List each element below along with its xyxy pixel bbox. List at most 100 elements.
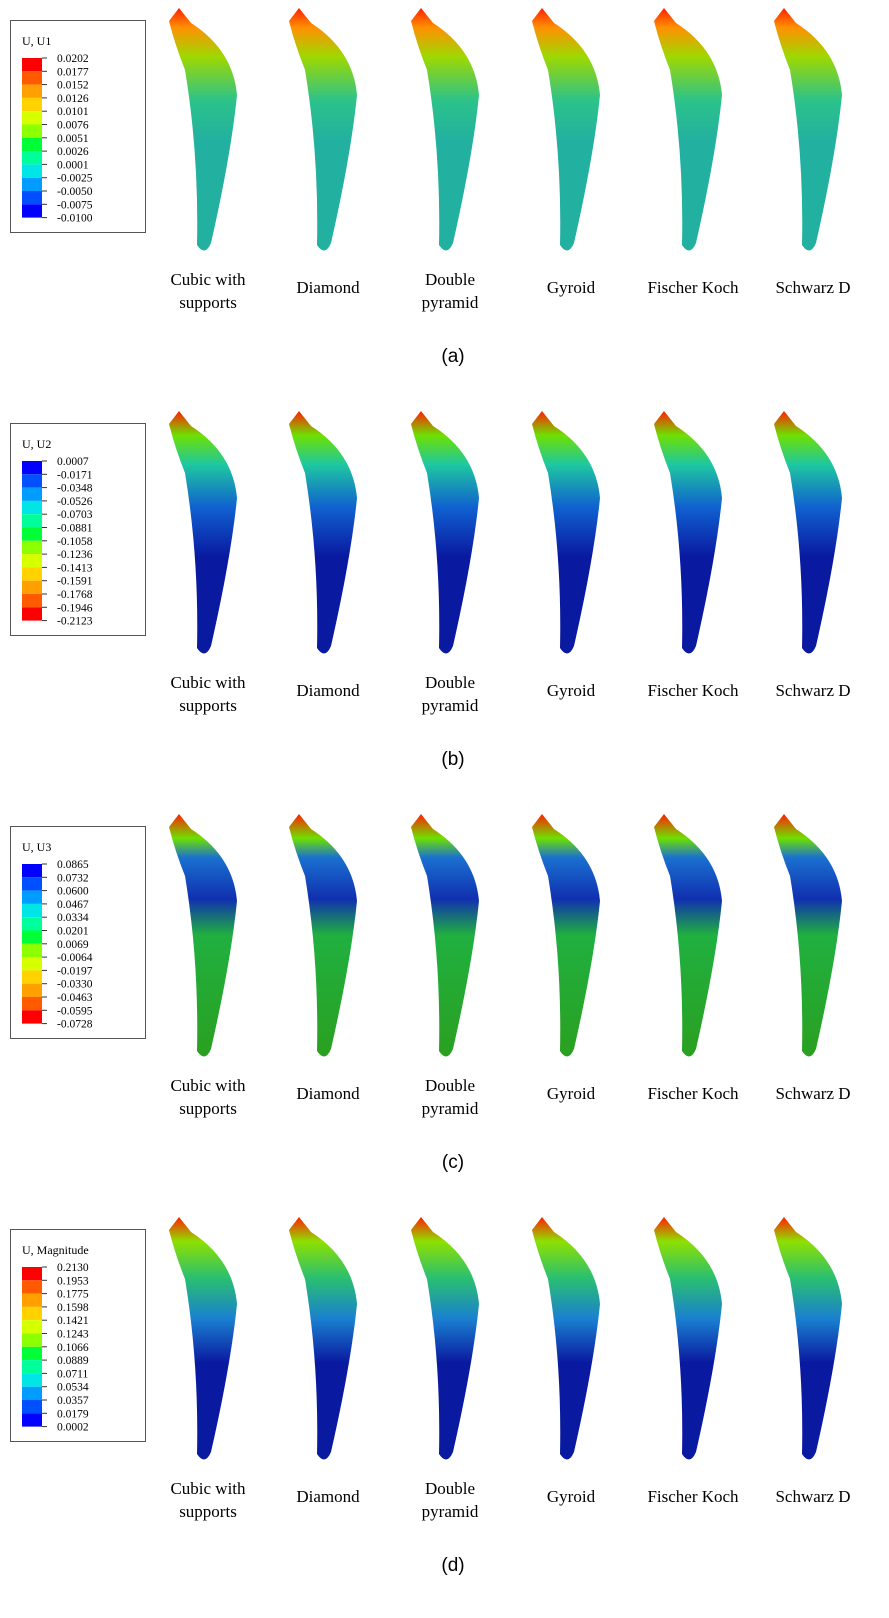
- panel-caption: (c): [442, 1152, 464, 1173]
- legend-swatch: [22, 984, 42, 997]
- legend-title: U, U3: [22, 840, 51, 854]
- legend-swatch: [22, 957, 42, 970]
- legend-value: -0.0100: [57, 213, 93, 225]
- legend-swatch: [22, 931, 42, 944]
- legend-value: -0.1236: [57, 549, 93, 561]
- legend-value: 0.0865: [57, 859, 89, 871]
- legend-value: -0.1768: [57, 589, 93, 601]
- legend-swatch: [22, 474, 42, 487]
- legend-swatch: [22, 1347, 42, 1360]
- implant-model: [654, 411, 722, 654]
- legend-swatch: [22, 1387, 42, 1400]
- implant-model: [654, 8, 722, 251]
- legend-value: -0.1591: [57, 576, 93, 588]
- legend-swatch: [22, 904, 42, 917]
- column-label: Gyroid: [547, 1084, 596, 1103]
- column-label: Diamond: [296, 1487, 360, 1506]
- legend-swatch: [22, 85, 42, 98]
- panel-caption: (a): [441, 346, 464, 367]
- legend-value: 0.1421: [57, 1315, 89, 1327]
- legend-swatch: [22, 1280, 42, 1293]
- legend-value: -0.0075: [57, 199, 93, 211]
- legend-swatch: [22, 877, 42, 890]
- column-label: Schwarz D: [775, 1487, 850, 1506]
- legend-swatch: [22, 970, 42, 983]
- implant-model: [411, 814, 479, 1057]
- legend-value: 0.0051: [57, 133, 89, 145]
- legend-value: -0.2123: [57, 616, 93, 628]
- legend-value: 0.0357: [57, 1395, 89, 1407]
- implant-model: [169, 411, 237, 654]
- legend-value: 0.0069: [57, 939, 89, 951]
- implant-model: [289, 1217, 357, 1460]
- column-label: pyramid: [422, 696, 479, 715]
- legend-title: U, Magnitude: [22, 1243, 89, 1257]
- implant-model: [654, 814, 722, 1057]
- column-label: Fischer Koch: [647, 278, 739, 297]
- column-label: Diamond: [296, 681, 360, 700]
- legend-swatch: [22, 461, 42, 474]
- implant-model: [169, 1217, 237, 1460]
- legend-value: 0.0711: [57, 1368, 88, 1380]
- legend-swatch: [22, 567, 42, 580]
- legend-value: -0.1413: [57, 562, 93, 574]
- legend-value: -0.1058: [57, 536, 93, 548]
- implant-model: [532, 814, 600, 1057]
- legend-swatch: [22, 1010, 42, 1023]
- legend-value: 0.0201: [57, 926, 89, 938]
- column-label: Fischer Koch: [647, 1487, 739, 1506]
- legend-value: 0.0002: [57, 1422, 89, 1434]
- column-label: Gyroid: [547, 1487, 596, 1506]
- legend-swatch: [22, 71, 42, 84]
- legend-swatch: [22, 125, 42, 138]
- legend-value: 0.0889: [57, 1355, 89, 1367]
- legend-value: 0.0732: [57, 872, 89, 884]
- legend-value: 0.1243: [57, 1329, 89, 1341]
- legend-value: -0.0703: [57, 509, 93, 521]
- legend-swatch: [22, 1334, 42, 1347]
- legend-swatch: [22, 1373, 42, 1386]
- panel-caption: (b): [441, 749, 464, 770]
- implant-model: [289, 8, 357, 251]
- legend-swatch: [22, 58, 42, 71]
- legend-swatch: [22, 997, 42, 1010]
- legend-swatch: [22, 1320, 42, 1333]
- legend-value: -0.0595: [57, 1005, 93, 1017]
- column-label: pyramid: [422, 1099, 479, 1118]
- legend-value: -0.0463: [57, 992, 93, 1004]
- implant-model: [289, 814, 357, 1057]
- legend-swatch: [22, 1294, 42, 1307]
- legend-value: 0.0126: [57, 93, 89, 105]
- implant-model: [169, 8, 237, 251]
- column-label: supports: [179, 696, 237, 715]
- implant-model: [411, 8, 479, 251]
- legend-swatch: [22, 164, 42, 177]
- legend-value: 0.1598: [57, 1302, 89, 1314]
- legend-swatch: [22, 1413, 42, 1426]
- legend-swatch: [22, 891, 42, 904]
- legend-swatch: [22, 501, 42, 514]
- legend-value: -0.0881: [57, 523, 93, 535]
- legend-swatch: [22, 514, 42, 527]
- column-label: Double: [425, 270, 475, 289]
- column-label: Cubic with: [170, 1479, 246, 1498]
- legend-swatch: [22, 1267, 42, 1280]
- column-label: Cubic with: [170, 673, 246, 692]
- legend-swatch: [22, 1360, 42, 1373]
- implant-model: [169, 814, 237, 1057]
- legend-value: -0.0197: [57, 965, 93, 977]
- legend-swatch: [22, 138, 42, 151]
- legend-swatch: [22, 594, 42, 607]
- legend-value: 0.0101: [57, 106, 89, 118]
- implant-model: [532, 1217, 600, 1460]
- column-label: Schwarz D: [775, 278, 850, 297]
- legend-value: 0.0001: [57, 159, 89, 171]
- legend-value: 0.1066: [57, 1342, 89, 1354]
- legend-swatch: [22, 1400, 42, 1413]
- legend-title: U, U2: [22, 437, 51, 451]
- legend-swatch: [22, 488, 42, 501]
- legend-value: -0.1946: [57, 602, 93, 614]
- legend-value: 0.0334: [57, 912, 89, 924]
- legend-swatch: [22, 98, 42, 111]
- legend-value: 0.0026: [57, 146, 89, 158]
